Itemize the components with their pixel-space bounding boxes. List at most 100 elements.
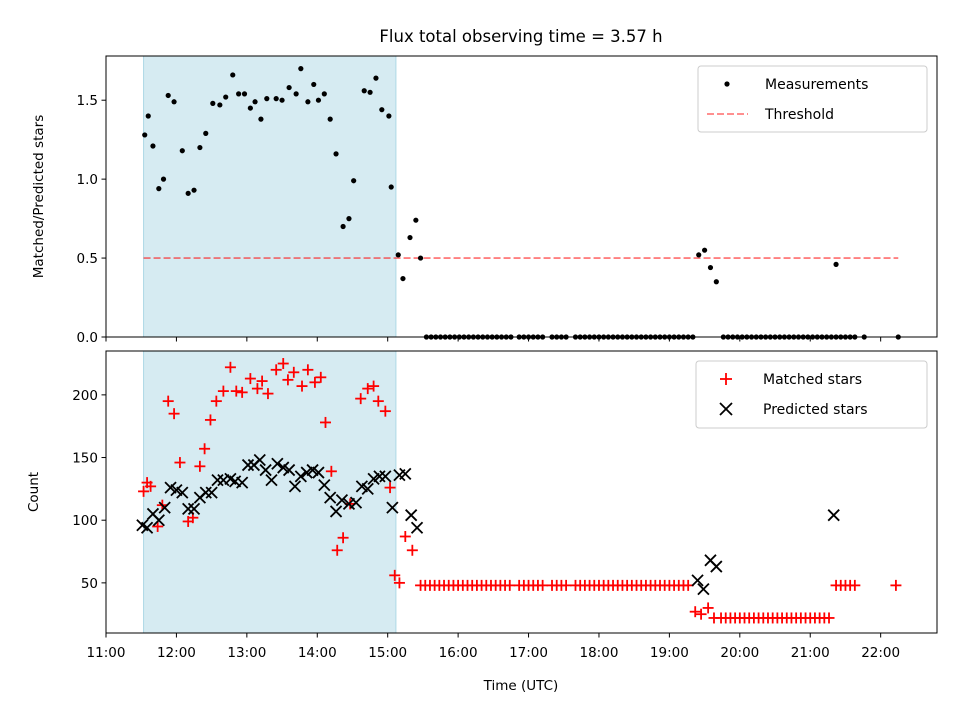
matched-stars-point xyxy=(224,361,236,373)
matched-stars-point xyxy=(162,395,174,407)
measurement-point xyxy=(388,184,394,190)
matched-stars-point xyxy=(331,544,343,556)
predicted-stars-point xyxy=(158,501,171,514)
legend-measurements-label: Measurements xyxy=(765,77,868,93)
matched-stars-point xyxy=(309,376,321,388)
measurement-point xyxy=(400,275,406,282)
predicted-stars-point xyxy=(335,494,349,507)
matched-stars-point xyxy=(288,366,300,378)
predicted-stars-point xyxy=(827,509,840,522)
matched-stars-point xyxy=(315,371,327,383)
matched-stars-point xyxy=(406,544,418,556)
predicted-stars-point xyxy=(294,470,307,483)
matched-stars-point xyxy=(372,395,384,407)
bottom-legend: Matched stars Predicted stars xyxy=(695,360,928,429)
matched-stars-point xyxy=(204,414,216,426)
bottom-y-tick-label: 100 xyxy=(72,513,98,529)
x-tick-label: 22:00 xyxy=(861,645,900,661)
x-tick-label: 21:00 xyxy=(791,645,830,661)
matched-stars-point xyxy=(337,532,349,544)
measurement-point xyxy=(264,96,270,102)
predicted-stars-point xyxy=(236,476,249,489)
measurement-point xyxy=(165,92,171,99)
measurement-point xyxy=(707,264,714,271)
legend-matched-label: Matched stars xyxy=(763,372,862,388)
measurement-point xyxy=(321,91,327,97)
predicted-stars-point xyxy=(373,470,386,483)
measurement-point xyxy=(236,91,242,97)
legend-predicted-marker xyxy=(719,402,733,416)
measurement-point xyxy=(230,72,236,78)
predicted-stars-point xyxy=(697,582,710,596)
predicted-stars-point xyxy=(324,491,337,504)
matched-stars-point xyxy=(145,480,157,492)
measurement-point xyxy=(247,105,253,111)
matched-stars-point xyxy=(262,388,274,400)
predicted-stars-point xyxy=(182,502,195,516)
bottom-x-ticks: 11:00 12:00 13:00 14:00 15:00 16:00 17:00 18:00… xyxy=(87,633,900,661)
matched-stars-point xyxy=(302,364,314,376)
matched-stars-point xyxy=(325,465,337,477)
predicted-stars-point xyxy=(253,453,266,467)
measurement-point xyxy=(379,107,385,113)
measurement-point xyxy=(145,113,151,119)
matched-stars-point xyxy=(393,577,405,589)
measurement-point xyxy=(311,81,317,88)
bottom-axes-frame xyxy=(105,350,938,634)
matched-stars-point xyxy=(355,393,367,405)
matched-stars-point xyxy=(251,383,263,395)
measurement-point xyxy=(333,151,339,157)
x-tick-label: 15:00 xyxy=(368,645,407,661)
matched-stars-point xyxy=(244,373,256,385)
measurement-point xyxy=(150,143,156,149)
measurement-point xyxy=(286,84,292,91)
matched-stars-point xyxy=(138,485,150,497)
predicted-stars-point xyxy=(187,502,201,516)
predicted-stars-point xyxy=(265,473,278,487)
matched-stars-point xyxy=(174,457,186,469)
top-y-axis-label: Matched/Predicted stars xyxy=(31,115,47,278)
x-axis-label: Time (UTC) xyxy=(483,678,559,694)
matched-stars-point xyxy=(236,386,248,398)
matched-stars-point xyxy=(537,579,549,591)
top-data-points xyxy=(142,66,901,340)
predicted-stars-point xyxy=(361,482,374,496)
measurement-point xyxy=(395,252,401,258)
measurement-point xyxy=(217,102,223,108)
bottom-data-points xyxy=(136,358,902,624)
measurement-point xyxy=(702,247,708,253)
legend-measurements-marker xyxy=(724,81,730,87)
matched-stars-point xyxy=(823,612,835,624)
matched-stars-point xyxy=(389,569,401,581)
measurement-point xyxy=(361,88,367,94)
x-tick-label: 20:00 xyxy=(720,645,759,661)
matched-stars-point xyxy=(152,520,164,532)
measurement-point xyxy=(696,252,702,258)
x-tick-label: 11:00 xyxy=(87,645,126,661)
matched-stars-point xyxy=(168,408,180,420)
predicted-stars-point xyxy=(199,486,212,499)
predicted-stars-point xyxy=(211,473,224,487)
matched-stars-point xyxy=(384,482,396,494)
x-tick-label: 13:00 xyxy=(227,645,266,661)
matched-stars-point xyxy=(270,364,282,376)
matched-stars-point xyxy=(689,606,701,618)
top-shaded-interval xyxy=(143,55,397,338)
top-y-tick-label: 1.0 xyxy=(77,172,98,188)
matched-stars-point xyxy=(194,460,206,472)
measurement-point xyxy=(367,89,373,95)
measurement-point xyxy=(203,130,209,136)
predicted-stars-point xyxy=(152,514,165,527)
measurement-point xyxy=(340,223,346,230)
matched-stars-point xyxy=(504,579,516,591)
bottom-y-ticks: 50 100 150 200 xyxy=(72,388,106,592)
matched-stars-point xyxy=(695,608,707,620)
predicted-stars-point xyxy=(379,470,392,483)
matched-stars-point xyxy=(210,395,222,407)
measurement-point xyxy=(258,116,264,122)
matched-stars-point xyxy=(256,375,268,387)
predicted-stars-point xyxy=(405,509,418,522)
measurement-point xyxy=(713,279,719,285)
measurement-point xyxy=(210,100,216,106)
